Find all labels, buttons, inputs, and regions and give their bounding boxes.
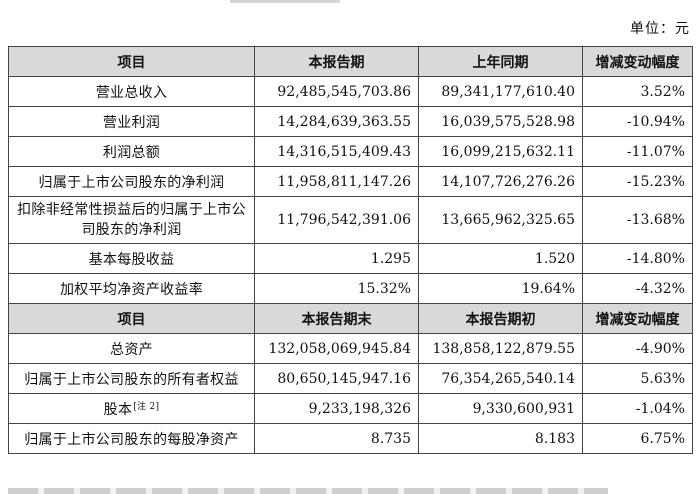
current-value: 14,316,515,409.43 (254, 136, 419, 167)
change-value: -13.68% (582, 196, 693, 244)
row-label-with-note: 股本[注 2] (8, 393, 255, 424)
row-label: 总资产 (8, 333, 255, 364)
financial-summary-table: 项目 本报告期 上年同期 增减变动幅度 营业总收入 92,485,545,703… (8, 46, 693, 454)
prior-value: 13,665,962,325.65 (418, 196, 583, 244)
current-value: 8.735 (254, 423, 419, 454)
prior-value: 14,107,726,276.26 (418, 166, 583, 197)
table-row: 基本每股收益 1.295 1.520 -14.80% (8, 243, 693, 274)
header-item: 项目 (8, 46, 255, 77)
current-value: 9,233,198,326 (254, 393, 419, 424)
current-value: 1.295 (254, 243, 419, 274)
prior-value: 76,354,265,540.14 (418, 363, 583, 394)
table-row: 扣除非经常性损益后的归属于上市公司股东的净利润 11,796,542,391.0… (8, 196, 693, 244)
header-change: 增减变动幅度 (582, 46, 693, 77)
header-period-start: 本报告期初 (418, 303, 583, 334)
change-value: -4.90% (582, 333, 693, 364)
current-value: 11,796,542,391.06 (254, 196, 419, 244)
table-row: 股本[注 2] 9,233,198,326 9,330,600,931 -1.0… (8, 393, 693, 424)
prior-value: 16,099,215,632.11 (418, 136, 583, 167)
prior-value: 9,330,600,931 (418, 393, 583, 424)
table-row: 归属于上市公司股东的净利润 11,958,811,147.26 14,107,7… (8, 166, 693, 197)
unit-label: 单位：元 (630, 21, 690, 37)
prior-value: 16,039,575,528.98 (418, 106, 583, 137)
prior-value: 138,858,122,879.55 (418, 333, 583, 364)
prior-value: 8.183 (418, 423, 583, 454)
table-header-row: 项目 本报告期 上年同期 增减变动幅度 (8, 46, 693, 77)
header-current-period: 本报告期 (254, 46, 419, 77)
change-value: -4.32% (582, 273, 693, 304)
row-label: 归属于上市公司股东的净利润 (8, 166, 255, 197)
row-label: 利润总额 (8, 136, 255, 167)
table-row: 利润总额 14,316,515,409.43 16,099,215,632.11… (8, 136, 693, 167)
header-item: 项目 (8, 303, 255, 334)
table-row: 营业利润 14,284,639,363.55 16,039,575,528.98… (8, 106, 693, 137)
prior-value: 19.64% (418, 273, 583, 304)
row-label: 归属于上市公司股东的所有者权益 (8, 363, 255, 394)
prior-value: 1.520 (418, 243, 583, 274)
change-value: -14.80% (582, 243, 693, 274)
change-value: -10.94% (582, 106, 693, 137)
table-row: 加权平均净资产收益率 15.32% 19.64% -4.32% (8, 273, 693, 304)
current-value: 92,485,545,703.86 (254, 76, 419, 107)
header-period-end: 本报告期末 (254, 303, 419, 334)
change-value: 5.63% (582, 363, 693, 394)
current-value: 11,958,811,147.26 (254, 166, 419, 197)
table-row: 归属于上市公司股东的每股净资产 8.735 8.183 6.75% (8, 423, 693, 454)
prior-value: 89,341,177,610.40 (418, 76, 583, 107)
clipped-footnote-fragment (8, 488, 608, 494)
current-value: 132,058,069,945.84 (254, 333, 419, 364)
row-label: 股本 (103, 401, 133, 418)
current-value: 80,650,145,947.16 (254, 363, 419, 394)
table-header-row: 项目 本报告期末 本报告期初 增减变动幅度 (8, 303, 693, 334)
row-label: 基本每股收益 (8, 243, 255, 274)
row-label: 归属于上市公司股东的每股净资产 (8, 423, 255, 454)
header-prior-period: 上年同期 (418, 46, 583, 77)
row-label: 营业总收入 (8, 76, 255, 107)
change-value: -11.07% (582, 136, 693, 167)
change-value: -15.23% (582, 166, 693, 197)
clipped-heading-fragment (230, 0, 340, 3)
change-value: 3.52% (582, 76, 693, 107)
header-change: 增减变动幅度 (582, 303, 693, 334)
row-label: 扣除非经常性损益后的归属于上市公司股东的净利润 (8, 196, 255, 244)
current-value: 14,284,639,363.55 (254, 106, 419, 137)
change-value: 6.75% (582, 423, 693, 454)
table-row: 营业总收入 92,485,545,703.86 89,341,177,610.4… (8, 76, 693, 107)
change-value: -1.04% (582, 393, 693, 424)
footnote-marker: [注 2] (133, 401, 160, 412)
table-row: 归属于上市公司股东的所有者权益 80,650,145,947.16 76,354… (8, 363, 693, 394)
row-label: 加权平均净资产收益率 (8, 273, 255, 304)
current-value: 15.32% (254, 273, 419, 304)
table-row: 总资产 132,058,069,945.84 138,858,122,879.5… (8, 333, 693, 364)
row-label: 营业利润 (8, 106, 255, 137)
